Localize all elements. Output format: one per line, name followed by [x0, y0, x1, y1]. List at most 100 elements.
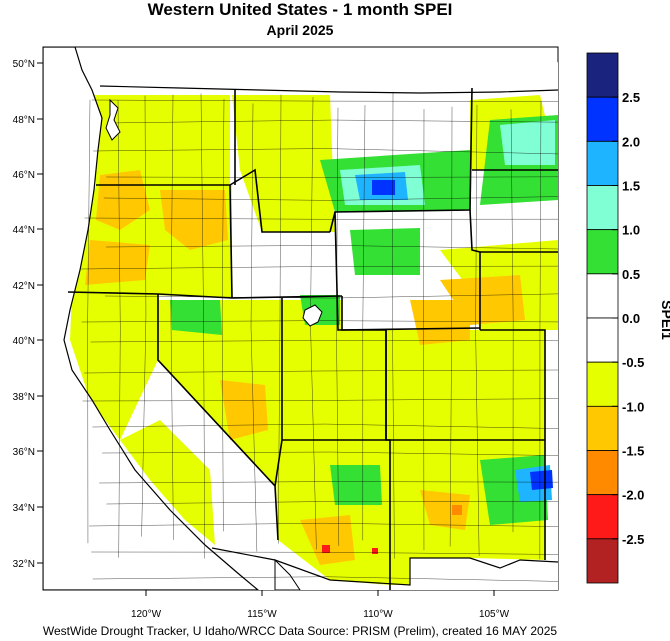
- county-line: [106, 176, 558, 178]
- legend-tick-label: 0.0: [622, 311, 640, 326]
- county-line: [250, 103, 258, 552]
- county-line: [91, 551, 558, 555]
- county-line: [103, 196, 558, 201]
- lon-label: 120°W: [131, 609, 162, 620]
- legend-tick-label: -1.0: [622, 399, 644, 414]
- county-line: [81, 265, 558, 270]
- county-line: [106, 501, 558, 505]
- county-line: [104, 293, 558, 299]
- mexico-border: [211, 547, 558, 586]
- map-title: Western United States - 1 month SPEI: [147, 0, 453, 19]
- spei-patch: [322, 545, 330, 553]
- legend-tick-label: -2.0: [622, 488, 644, 503]
- spei-patch: [372, 548, 378, 554]
- legend-swatch: [586, 538, 619, 584]
- county-line: [449, 106, 453, 547]
- county-line: [89, 523, 558, 527]
- spei-patch: [70, 292, 158, 440]
- legend-swatch: [586, 185, 619, 231]
- county-line: [84, 369, 558, 374]
- legend-swatch: [586, 317, 619, 363]
- legend-tick-label: 2.5: [622, 90, 640, 105]
- county-line: [81, 320, 558, 323]
- legend-tick-label: 0.5: [622, 267, 640, 282]
- county-line: [117, 100, 121, 558]
- spei-patch: [160, 190, 228, 250]
- legend-tick-label: -0.5: [622, 355, 644, 370]
- county-line: [93, 148, 558, 155]
- county-line: [475, 104, 480, 557]
- lon-label: 105°W: [479, 609, 510, 620]
- lat-label: 34°N: [13, 503, 35, 514]
- lat-label: 44°N: [13, 225, 35, 236]
- lat-label: 50°N: [13, 59, 35, 70]
- lon-label: 115°W: [247, 609, 277, 620]
- legend-swatch: [586, 96, 619, 142]
- legend-swatch: [586, 140, 619, 186]
- lat-label: 46°N: [13, 170, 35, 181]
- spei-patch: [372, 180, 395, 195]
- spei-patch: [410, 300, 470, 345]
- county-line: [221, 98, 225, 532]
- spei-patch: [440, 275, 525, 325]
- gulf-of-california: [274, 558, 301, 590]
- legend-swatch: [586, 494, 619, 540]
- legend-swatch: [586, 229, 619, 275]
- spei-patch: [330, 465, 382, 505]
- county-line: [91, 99, 558, 102]
- county-line: [90, 340, 558, 343]
- legend-tick-label: 1.5: [622, 179, 640, 194]
- puget-sound: [105, 98, 121, 141]
- state-borders: [67, 87, 558, 590]
- legend-tick-label: -1.5: [622, 444, 644, 459]
- ocean: [43, 47, 259, 590]
- county-line: [102, 451, 558, 456]
- spei-patch: [452, 505, 462, 515]
- lat-label: 40°N: [13, 336, 35, 347]
- lat-label: 38°N: [13, 392, 35, 403]
- spei-patch: [500, 120, 555, 165]
- spei-patch: [282, 300, 386, 440]
- county-line: [92, 576, 558, 582]
- county-line: [87, 99, 91, 544]
- lat-label: 48°N: [13, 115, 35, 126]
- legend-swatch: [586, 361, 619, 407]
- legend-swatch: [586, 273, 619, 319]
- county-lines: [81, 91, 558, 582]
- spei-patch: [530, 470, 553, 490]
- legend-label: SPEI1: [659, 300, 670, 340]
- county-line: [278, 94, 282, 544]
- legend-tick-label: -2.5: [622, 532, 644, 547]
- lat-label: 36°N: [13, 447, 35, 458]
- spei-legend: 2.5 2.0 1.5 1.0 0.5 0.0 -0.5 -1.0 -1.5 -2.0 -2.5: [586, 52, 644, 584]
- county-line: [392, 91, 395, 559]
- county-line: [99, 481, 558, 484]
- spei-patch: [350, 228, 420, 275]
- legend-swatch: [586, 405, 619, 451]
- spei-patch: [386, 330, 545, 440]
- map-content: [43, 47, 558, 590]
- great-salt-lake: [302, 304, 323, 327]
- county-line: [362, 105, 366, 541]
- county-line: [92, 423, 558, 429]
- county-line: [170, 94, 174, 540]
- latitude-axis: 50°N 48°N 46°N 44°N 42°N 40°N 38°N 36°N 34°N 32°N: [13, 59, 43, 570]
- spei-patch: [85, 240, 150, 285]
- spei-patch: [158, 300, 282, 486]
- county-line: [82, 398, 558, 402]
- legend-swatch: [586, 450, 619, 496]
- county-line: [141, 95, 147, 537]
- county-line: [510, 109, 514, 533]
- legend-swatch: [586, 52, 619, 98]
- longitude-axis: 120°W 115°W 110°W 105°W: [131, 590, 510, 620]
- spei-patch: [88, 95, 230, 185]
- lat-label: 42°N: [13, 281, 35, 292]
- legend-tick-label: 2.0: [622, 134, 640, 149]
- lon-label: 110°W: [363, 609, 393, 620]
- county-line: [84, 217, 558, 220]
- county-line: [106, 245, 558, 250]
- map-footer: WestWide Drought Tracker, U Idaho/WRCC D…: [42, 624, 558, 638]
- map-subtitle: April 2025: [266, 22, 334, 38]
- lat-label: 32°N: [13, 559, 35, 570]
